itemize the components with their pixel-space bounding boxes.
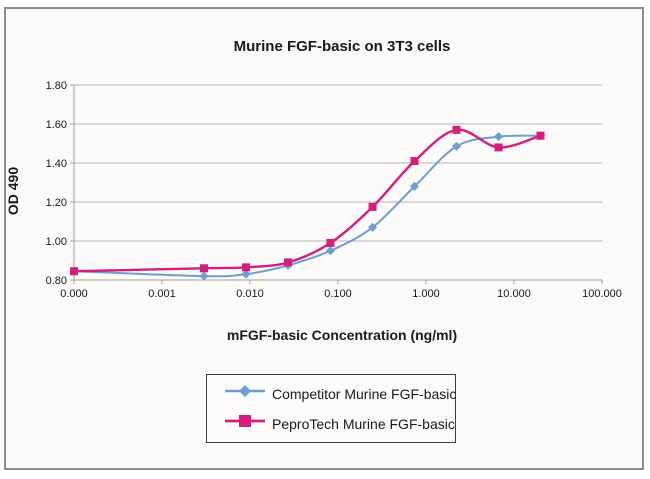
data-point-diamond	[409, 181, 419, 191]
series-line-peprotech	[73, 128, 541, 273]
data-point-square	[199, 264, 208, 273]
legend-marker-competitor-diamond-icon	[224, 383, 266, 404]
y-tick-label: 1.20	[46, 197, 67, 209]
legend-row-peprotech: PeproTech Murine FGF-basic	[224, 413, 455, 434]
data-point-diamond	[199, 271, 209, 281]
legend: Competitor Murine FGF-basic PeproTech Mu…	[206, 374, 456, 443]
x-tick-label: 0.100	[324, 288, 352, 300]
x-tick-label: 0.001	[148, 288, 176, 300]
y-tick-label: 1.80	[46, 80, 67, 92]
data-point-diamond	[494, 132, 504, 142]
chart-title: Murine FGF-basic on 3T3 cells	[233, 38, 451, 55]
legend-marker-peprotech-square-icon	[224, 413, 266, 434]
y-tick-label: 0.80	[46, 275, 67, 287]
chart-frame: Murine FGF-basic on 3T3 cells OD 490 0.8…	[4, 7, 644, 470]
data-point-square	[452, 125, 461, 134]
x-tick-label: 100.000	[582, 288, 622, 300]
x-tick-label: 0.000	[60, 288, 88, 300]
data-point-diamond	[325, 246, 335, 256]
data-point-square	[494, 143, 503, 152]
y-tick-label: 1.40	[46, 158, 67, 170]
data-point-square	[241, 263, 250, 272]
data-point-square	[410, 157, 419, 166]
data-point-diamond	[241, 269, 251, 279]
data-point-square	[70, 267, 78, 276]
data-point-diamond	[368, 222, 378, 232]
legend-diamond-icon	[239, 385, 251, 397]
data-point-square	[536, 131, 545, 140]
data-point-square	[326, 238, 335, 247]
legend-row-competitor: Competitor Murine FGF-basic	[224, 383, 457, 404]
x-tick-label: 10.000	[497, 288, 531, 300]
data-point-square	[368, 202, 377, 211]
legend-sample-line	[225, 385, 265, 397]
x-tick-label: 0.010	[236, 288, 264, 300]
data-point-diamond	[451, 141, 461, 151]
legend-label-competitor: Competitor Murine FGF-basic	[272, 385, 457, 402]
y-tick-label: 1.60	[46, 119, 67, 131]
legend-label-peprotech: PeproTech Murine FGF-basic	[272, 415, 455, 432]
x-axis-title: mFGF-basic Concentration (ng/ml)	[226, 327, 458, 343]
y-tick-label: 1.00	[46, 236, 67, 248]
series-line-competitor	[73, 134, 541, 278]
plot-area: 0.80 1.00 1.20 1.40 1.60 1.80 0.000 0.001 0.010 0…	[46, 80, 622, 300]
legend-sample-line	[225, 415, 265, 427]
legend-square-icon	[239, 415, 251, 427]
data-point-square	[283, 258, 292, 267]
x-tick-label: 1.000	[412, 288, 440, 300]
